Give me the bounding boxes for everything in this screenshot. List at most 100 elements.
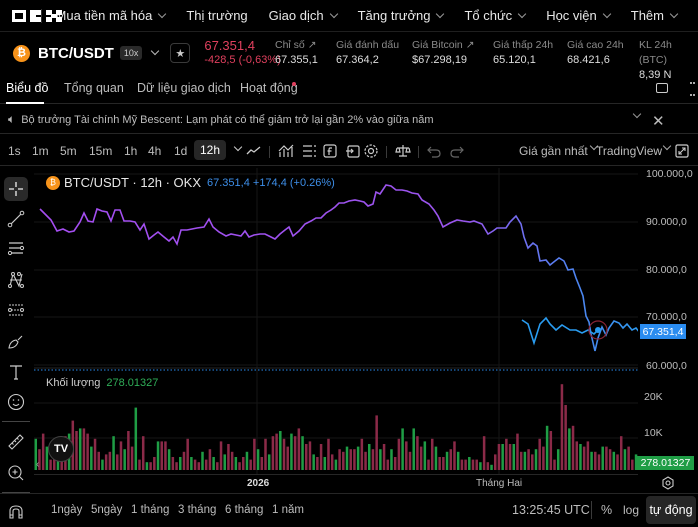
fullscreen-icon[interactable] bbox=[675, 144, 689, 158]
nav-grow[interactable]: Tăng trưởng bbox=[357, 8, 445, 23]
tab-activity[interactable]: Hoạt động bbox=[240, 81, 298, 95]
brush-tool[interactable] bbox=[4, 330, 28, 354]
chart-engine-select[interactable]: TradingView bbox=[596, 144, 663, 158]
indicators-icon[interactable] bbox=[278, 143, 294, 159]
fibonacci-icon bbox=[8, 304, 24, 316]
range-1-day[interactable]: 1ngày bbox=[51, 504, 83, 516]
timeframe-1m[interactable]: 1m bbox=[32, 144, 49, 158]
stat-value: $67.298,19 bbox=[412, 54, 468, 66]
redo-icon[interactable] bbox=[449, 143, 465, 159]
price-line-tail bbox=[521, 316, 608, 346]
nav-trade[interactable]: Giao dịch bbox=[269, 8, 338, 23]
zoom-in-icon bbox=[8, 465, 24, 481]
pair-selector-chevron-icon[interactable] bbox=[151, 46, 160, 56]
timeframe-1d[interactable]: 1d bbox=[174, 144, 188, 158]
time-axis[interactable]: 2026 Tháng Hai bbox=[34, 474, 638, 491]
auto-scale-toggle[interactable]: tự động bbox=[646, 496, 696, 524]
scroll-left-chevron-icon[interactable]: ‹ bbox=[36, 459, 40, 470]
trend-line-tool[interactable] bbox=[4, 207, 28, 231]
nav-more[interactable]: Thêm bbox=[631, 8, 679, 23]
indicator-list-icon[interactable] bbox=[301, 143, 317, 159]
tradingview-logo[interactable]: TV bbox=[48, 436, 74, 462]
tab-trading-data[interactable]: Dữ liệu giao dịch bbox=[137, 81, 231, 95]
external-link-icon[interactable]: ↗ bbox=[307, 39, 317, 51]
more-menu-icon[interactable] bbox=[690, 82, 693, 96]
nav-institutional[interactable]: Tổ chức bbox=[464, 8, 527, 23]
okx-logo[interactable] bbox=[12, 7, 62, 25]
stat-24h-low: Giá thấp 24h 65.120,1 bbox=[493, 38, 553, 68]
pattern-icon bbox=[8, 272, 24, 288]
window-layout-icon[interactable] bbox=[656, 83, 668, 93]
axis-settings-icon[interactable] bbox=[661, 476, 675, 490]
fibonacci-tool[interactable] bbox=[4, 299, 28, 323]
replay-icon[interactable] bbox=[345, 143, 361, 159]
utc-clock[interactable]: 13:25:45 UTC bbox=[512, 503, 590, 517]
timeframe-dropdown-chevron-icon[interactable] bbox=[233, 142, 243, 152]
stat-index: Chỉ số ↗ 67.355,1 bbox=[275, 38, 318, 68]
volume-bars bbox=[34, 384, 638, 470]
favorite-button[interactable]: ★ bbox=[170, 43, 191, 63]
timeframe-5m[interactable]: 5m bbox=[60, 144, 77, 158]
notification-dot bbox=[292, 82, 296, 86]
chart-legend: ₿ BTC/USDT · 12h · OKX 67.351,4 +174,4 (… bbox=[46, 175, 335, 190]
range-1-month[interactable]: 1 tháng bbox=[131, 504, 170, 516]
bitcoin-icon: ₿ bbox=[13, 44, 30, 62]
y-axis-label: 90.000,0 bbox=[646, 216, 687, 228]
news-banner[interactable]: 🔈︎ Bộ trưởng Tài chính Mỹ Bescent: Lạm p… bbox=[0, 106, 698, 134]
price-type-select[interactable]: Giá gần nhất bbox=[519, 144, 588, 158]
bottom-range-bar: 1ngày 5ngày 1 tháng 3 tháng 6 tháng 1 nă… bbox=[0, 493, 698, 527]
nav-learn[interactable]: Học viện bbox=[546, 8, 612, 23]
y-axis-label: 80.000,0 bbox=[646, 264, 687, 276]
external-link-icon[interactable]: ↗ bbox=[465, 39, 475, 51]
toolbar-divider bbox=[2, 492, 30, 493]
range-1-year[interactable]: 1 năm bbox=[272, 504, 304, 516]
range-5-days[interactable]: 5ngày bbox=[91, 504, 123, 516]
stat-value: 67.364,2 bbox=[336, 54, 379, 66]
text-tool[interactable] bbox=[4, 360, 28, 384]
volume-label: Khối lượng bbox=[46, 377, 101, 389]
range-6-months[interactable]: 6 tháng bbox=[225, 504, 264, 516]
pattern-tool[interactable] bbox=[4, 268, 28, 292]
nav-label: Tăng trưởng bbox=[357, 8, 431, 23]
timeframe-4h[interactable]: 4h bbox=[148, 144, 162, 158]
news-text[interactable]: Bộ trưởng Tài chính Mỹ Bescent: Lạm phát… bbox=[21, 113, 434, 126]
stat-value: 65.120,1 bbox=[493, 54, 536, 66]
stat-24h-volume: KL 24h (BTC) 8,39 N bbox=[639, 38, 698, 83]
zoom-in-tool[interactable] bbox=[4, 461, 28, 485]
tab-chart[interactable]: Biểu đồ bbox=[6, 81, 49, 95]
timeframe-1h[interactable]: 1h bbox=[124, 144, 138, 158]
line-chart-type-icon[interactable] bbox=[246, 143, 262, 159]
percent-scale-toggle[interactable]: % bbox=[601, 503, 613, 517]
stat-label: Chỉ số bbox=[275, 39, 305, 51]
nav-label: Tổ chức bbox=[464, 8, 513, 23]
nav-buy-crypto[interactable]: Mua tiền mã hóa bbox=[56, 8, 167, 23]
chevron-down-icon bbox=[669, 9, 679, 18]
tab-overview[interactable]: Tổng quan bbox=[64, 81, 124, 95]
pair-name[interactable]: BTC/USDT bbox=[38, 44, 114, 62]
timeframe-15m[interactable]: 15m bbox=[89, 144, 113, 158]
function-icon[interactable] bbox=[322, 143, 338, 159]
legend-value: 67.351,4 +174,4 (+0.26%) bbox=[207, 176, 335, 189]
crosshair-tool[interactable] bbox=[4, 177, 28, 201]
chevron-down-icon[interactable] bbox=[662, 141, 672, 151]
text-icon bbox=[10, 365, 22, 380]
stat-value: 68.421,6 bbox=[567, 54, 610, 66]
x-axis-label: 2026 bbox=[247, 478, 270, 489]
horizontal-lines-tool[interactable] bbox=[4, 237, 28, 261]
emoji-tool[interactable] bbox=[4, 390, 28, 414]
stat-value: 8,39 N bbox=[639, 69, 672, 81]
undo-icon[interactable] bbox=[426, 143, 442, 159]
settings-gear-icon[interactable] bbox=[363, 143, 379, 159]
timeframe-12h[interactable]: 12h bbox=[194, 140, 227, 160]
close-icon[interactable]: ✕ bbox=[652, 113, 665, 130]
nav-markets[interactable]: Thị trường bbox=[186, 8, 247, 23]
expand-news-chevron-icon[interactable] bbox=[632, 109, 642, 119]
log-scale-toggle[interactable]: log bbox=[623, 503, 640, 517]
chart-tabs: Biểu đồ Tổng quan Dữ liệu giao dịch Hoạt… bbox=[0, 74, 698, 104]
timeframe-1s[interactable]: 1s bbox=[8, 144, 21, 158]
price-axis[interactable]: 100.000,0 90.000,0 80.000,0 70.000,0 60.… bbox=[638, 168, 698, 474]
range-3-months[interactable]: 3 tháng bbox=[178, 504, 217, 516]
compare-scale-icon[interactable] bbox=[395, 143, 411, 159]
measure-tool[interactable] bbox=[4, 430, 28, 454]
magnet-tool[interactable] bbox=[4, 500, 28, 524]
